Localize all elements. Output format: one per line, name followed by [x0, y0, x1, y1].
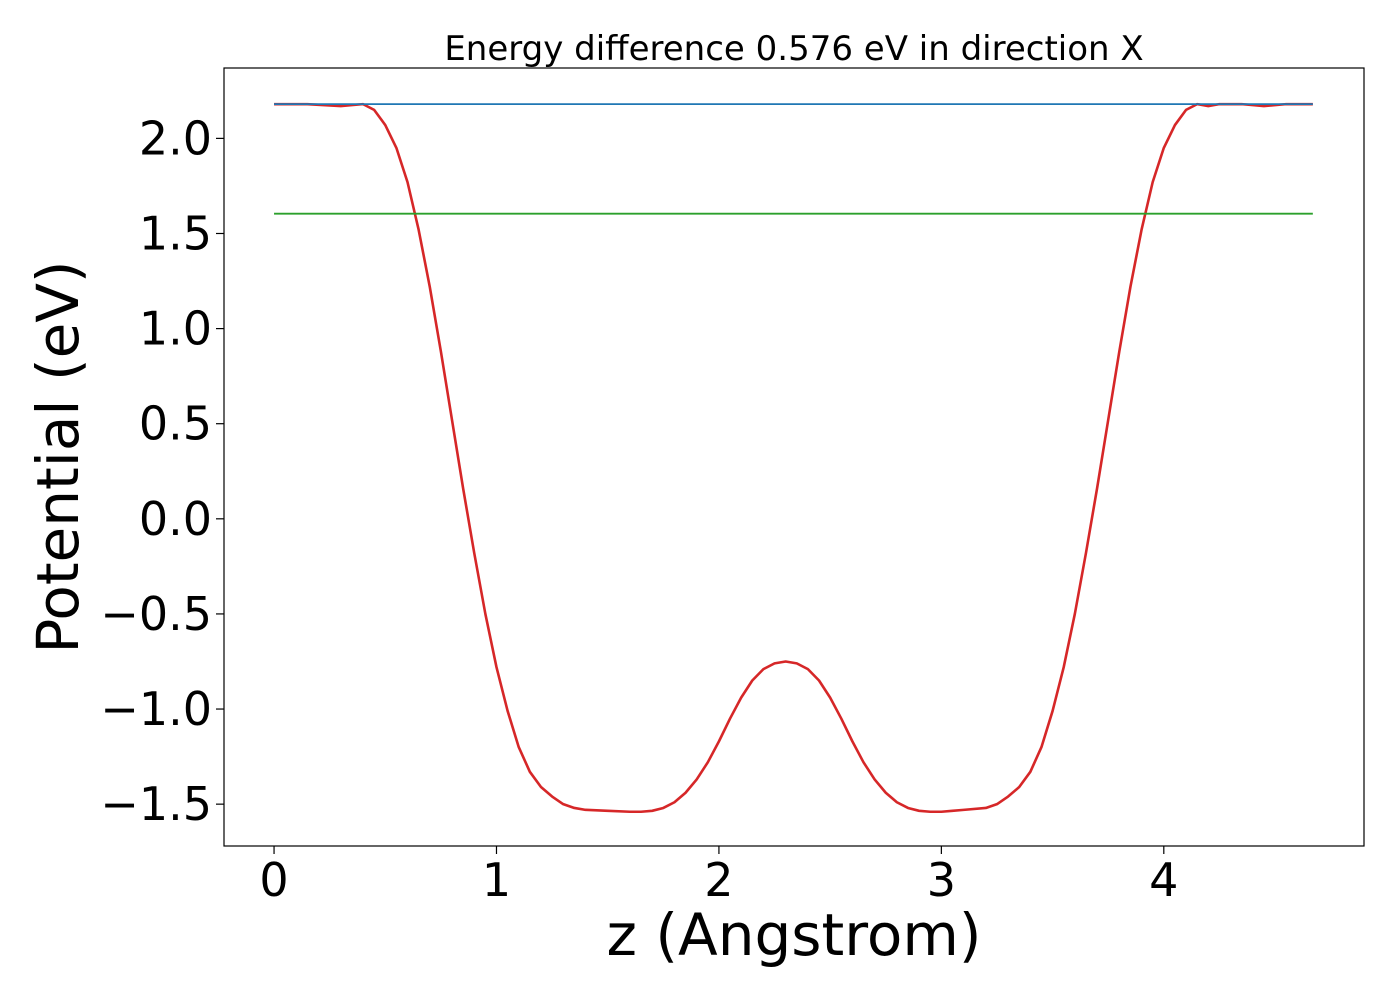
y-tick-label: 2.0	[139, 111, 212, 165]
x-tick-label: 4	[1149, 853, 1178, 907]
y-tick-label: −1.5	[100, 777, 212, 831]
x-tick-label: 1	[482, 853, 511, 907]
x-tick-label: 3	[927, 853, 956, 907]
series-line-0	[274, 102, 1313, 814]
y-tick-label: −1.0	[100, 682, 212, 736]
y-axis-label: Potential (eV)	[24, 260, 92, 653]
x-axis-label: z (Angstrom)	[607, 901, 982, 969]
chart-title: Energy difference 0.576 eV in direction …	[444, 29, 1143, 69]
y-tick-label: 1.5	[139, 206, 212, 260]
series-layer	[274, 102, 1313, 814]
plot-frame	[223, 67, 1365, 847]
ticks-layer: 0 1 2 3 4 2.0 1.5 1.0 0.5 0.0 −0.5 −1.0 −1.5	[100, 111, 1178, 907]
x-tick-label: 2	[704, 853, 733, 907]
y-tick-label: 0.0	[139, 492, 212, 546]
y-tick-label: 0.5	[139, 397, 212, 451]
y-tick-label: −0.5	[100, 587, 212, 641]
y-tick-label: 1.0	[139, 302, 212, 356]
x-tick-label: 0	[259, 853, 288, 907]
